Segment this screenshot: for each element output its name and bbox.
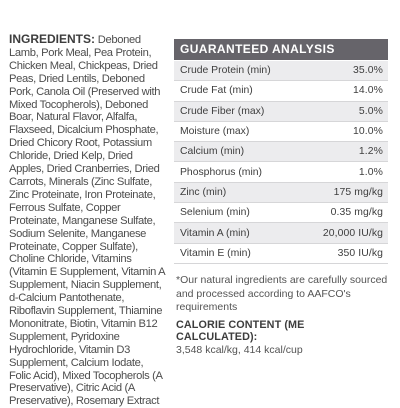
nutrient-name: Crude Protein (min) <box>180 65 271 77</box>
ingredients-block: INGREDIENTS: Deboned Lamb, Pork Meal, Pe… <box>9 33 167 408</box>
analysis-row: Vitamin E (min) 350 IU/kg <box>174 244 388 264</box>
nutrient-name: Crude Fiber (max) <box>180 105 265 117</box>
nutrient-value: 1.0% <box>358 166 383 178</box>
guaranteed-analysis-title: GUARANTEED ANALYSIS <box>174 39 388 60</box>
analysis-row: Crude Protein (min) 35.0% <box>174 61 388 82</box>
aafco-note: *Our natural ingredients are carefully s… <box>176 273 388 314</box>
analysis-row: Crude Fiber (max) 5.0% <box>174 101 388 122</box>
analysis-row: Zinc (min) 175 mg/kg <box>174 182 388 204</box>
nutrient-value: 350 IU/kg <box>337 247 383 259</box>
nutrient-value: 35.0% <box>353 65 383 77</box>
nutrient-value: 10.0% <box>353 126 383 138</box>
analysis-row: Phosphorus (min) 1.0% <box>174 162 388 183</box>
nutrient-name: Calcium (min) <box>180 146 245 158</box>
analysis-row: Moisture (max) 10.0% <box>174 122 388 143</box>
nutrient-name: Crude Fat (min) <box>180 85 253 97</box>
nutrient-value: 14.0% <box>353 85 383 97</box>
nutrient-value: 0.35 mg/kg <box>330 207 383 219</box>
ingredients-heading: INGREDIENTS: <box>9 32 96 46</box>
analysis-row: Calcium (min) 1.2% <box>174 142 388 163</box>
nutrient-name: Moisture (max) <box>180 126 250 138</box>
nutrient-value: 20,000 IU/kg <box>322 227 383 239</box>
nutrient-value: 5.0% <box>358 105 383 117</box>
analysis-row: Crude Fat (min) 14.0% <box>174 81 388 102</box>
ingredients-list: Deboned Lamb, Pork Meal, Pea Protein, Ch… <box>9 34 165 408</box>
nutrient-value: 1.2% <box>358 146 383 158</box>
nutrient-value: 175 mg/kg <box>333 186 383 198</box>
nutrient-name: Vitamin A (min) <box>180 227 250 239</box>
nutrient-name: Selenium (min) <box>180 207 250 219</box>
analysis-row: Selenium (min) 0.35 mg/kg <box>174 203 388 224</box>
nutrient-name: Zinc (min) <box>180 186 227 198</box>
analysis-row: Vitamin A (min) 20,000 IU/kg <box>174 223 388 244</box>
nutrient-name: Vitamin E (min) <box>180 247 251 259</box>
nutrient-name: Phosphorus (min) <box>180 166 263 178</box>
calorie-content-title: CALORIE CONTENT (ME CALCULATED): <box>176 318 305 343</box>
calorie-content-value: 3,548 kcal/kg, 414 kcal/cup <box>176 343 303 356</box>
guaranteed-analysis-panel: GUARANTEED ANALYSIS Crude Protein (min) … <box>174 39 388 356</box>
